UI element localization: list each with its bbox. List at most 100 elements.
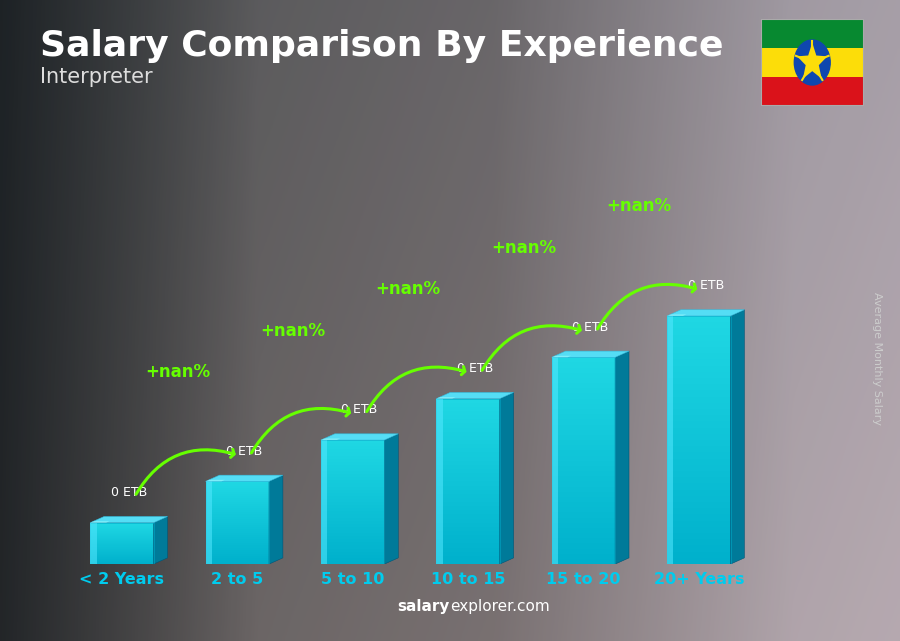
Bar [436,560,500,564]
Bar [90,551,154,552]
Text: +nan%: +nan% [375,280,441,298]
Bar [90,563,154,564]
Bar [436,469,500,473]
Bar [205,508,269,510]
Bar [205,522,269,525]
Bar [205,483,269,485]
Bar [321,471,384,474]
Bar [667,490,731,496]
Bar [667,533,731,539]
Bar [321,545,384,549]
Bar [552,435,615,440]
Bar [436,440,500,444]
Bar [205,496,269,498]
Polygon shape [667,310,744,316]
Bar [205,504,269,506]
Bar [90,541,154,542]
Bar [205,488,269,490]
Bar [205,502,269,504]
Bar [436,399,443,564]
Bar [90,536,154,537]
Bar [436,502,500,506]
Bar [436,547,500,552]
Bar [321,512,384,515]
Bar [205,531,269,533]
Bar [436,490,500,494]
Bar [552,429,615,435]
Bar [321,517,384,520]
Text: 0 ETB: 0 ETB [226,445,263,458]
Bar [90,530,154,531]
Bar [321,443,384,446]
Bar [436,531,500,535]
Bar [90,537,154,538]
Bar [321,554,384,558]
Polygon shape [384,434,399,564]
Bar [667,508,731,515]
Bar [760,48,864,77]
Bar [552,378,615,383]
Bar [205,556,269,558]
Bar [90,558,154,559]
Bar [90,560,154,561]
Bar [667,458,731,465]
Bar [90,528,154,529]
Bar [90,557,154,558]
Bar [436,461,500,465]
Bar [436,453,500,456]
Bar [760,77,864,106]
Bar [90,534,154,535]
Bar [205,539,269,542]
Bar [205,494,269,496]
Bar [205,525,269,527]
Bar [321,440,384,564]
Bar [552,487,615,492]
Bar [436,473,500,478]
Bar [321,542,384,545]
Bar [552,388,615,394]
Text: +nan%: +nan% [491,239,556,257]
Bar [90,529,154,530]
Polygon shape [321,434,399,440]
Bar [667,520,731,527]
Bar [436,444,500,448]
Bar [205,481,269,483]
Bar [436,477,500,481]
Bar [667,471,731,478]
Text: explorer.com: explorer.com [450,599,550,614]
Bar [90,526,154,527]
Bar [667,539,731,545]
Bar [321,474,384,478]
Bar [436,399,500,564]
Bar [90,542,154,544]
Bar [667,347,731,353]
Polygon shape [436,392,514,399]
Bar [552,357,558,564]
Bar [667,495,731,502]
Bar [436,552,500,556]
Bar [321,505,384,508]
Bar [436,539,500,544]
Bar [667,384,731,390]
Bar [436,485,500,490]
Bar [436,431,500,436]
Bar [205,549,269,552]
Bar [321,480,384,483]
Polygon shape [731,310,744,564]
Bar [205,481,212,564]
Text: 0 ETB: 0 ETB [111,486,147,499]
Bar [667,545,731,552]
Bar [205,485,269,488]
Polygon shape [269,475,283,564]
Polygon shape [615,351,629,564]
Bar [205,554,269,556]
Bar [205,560,269,562]
Bar [667,353,731,360]
Bar [321,493,384,496]
Bar [205,492,269,494]
Bar [436,515,500,519]
Bar [552,362,615,368]
Polygon shape [552,351,629,357]
Bar [667,316,731,322]
Bar [436,522,500,527]
